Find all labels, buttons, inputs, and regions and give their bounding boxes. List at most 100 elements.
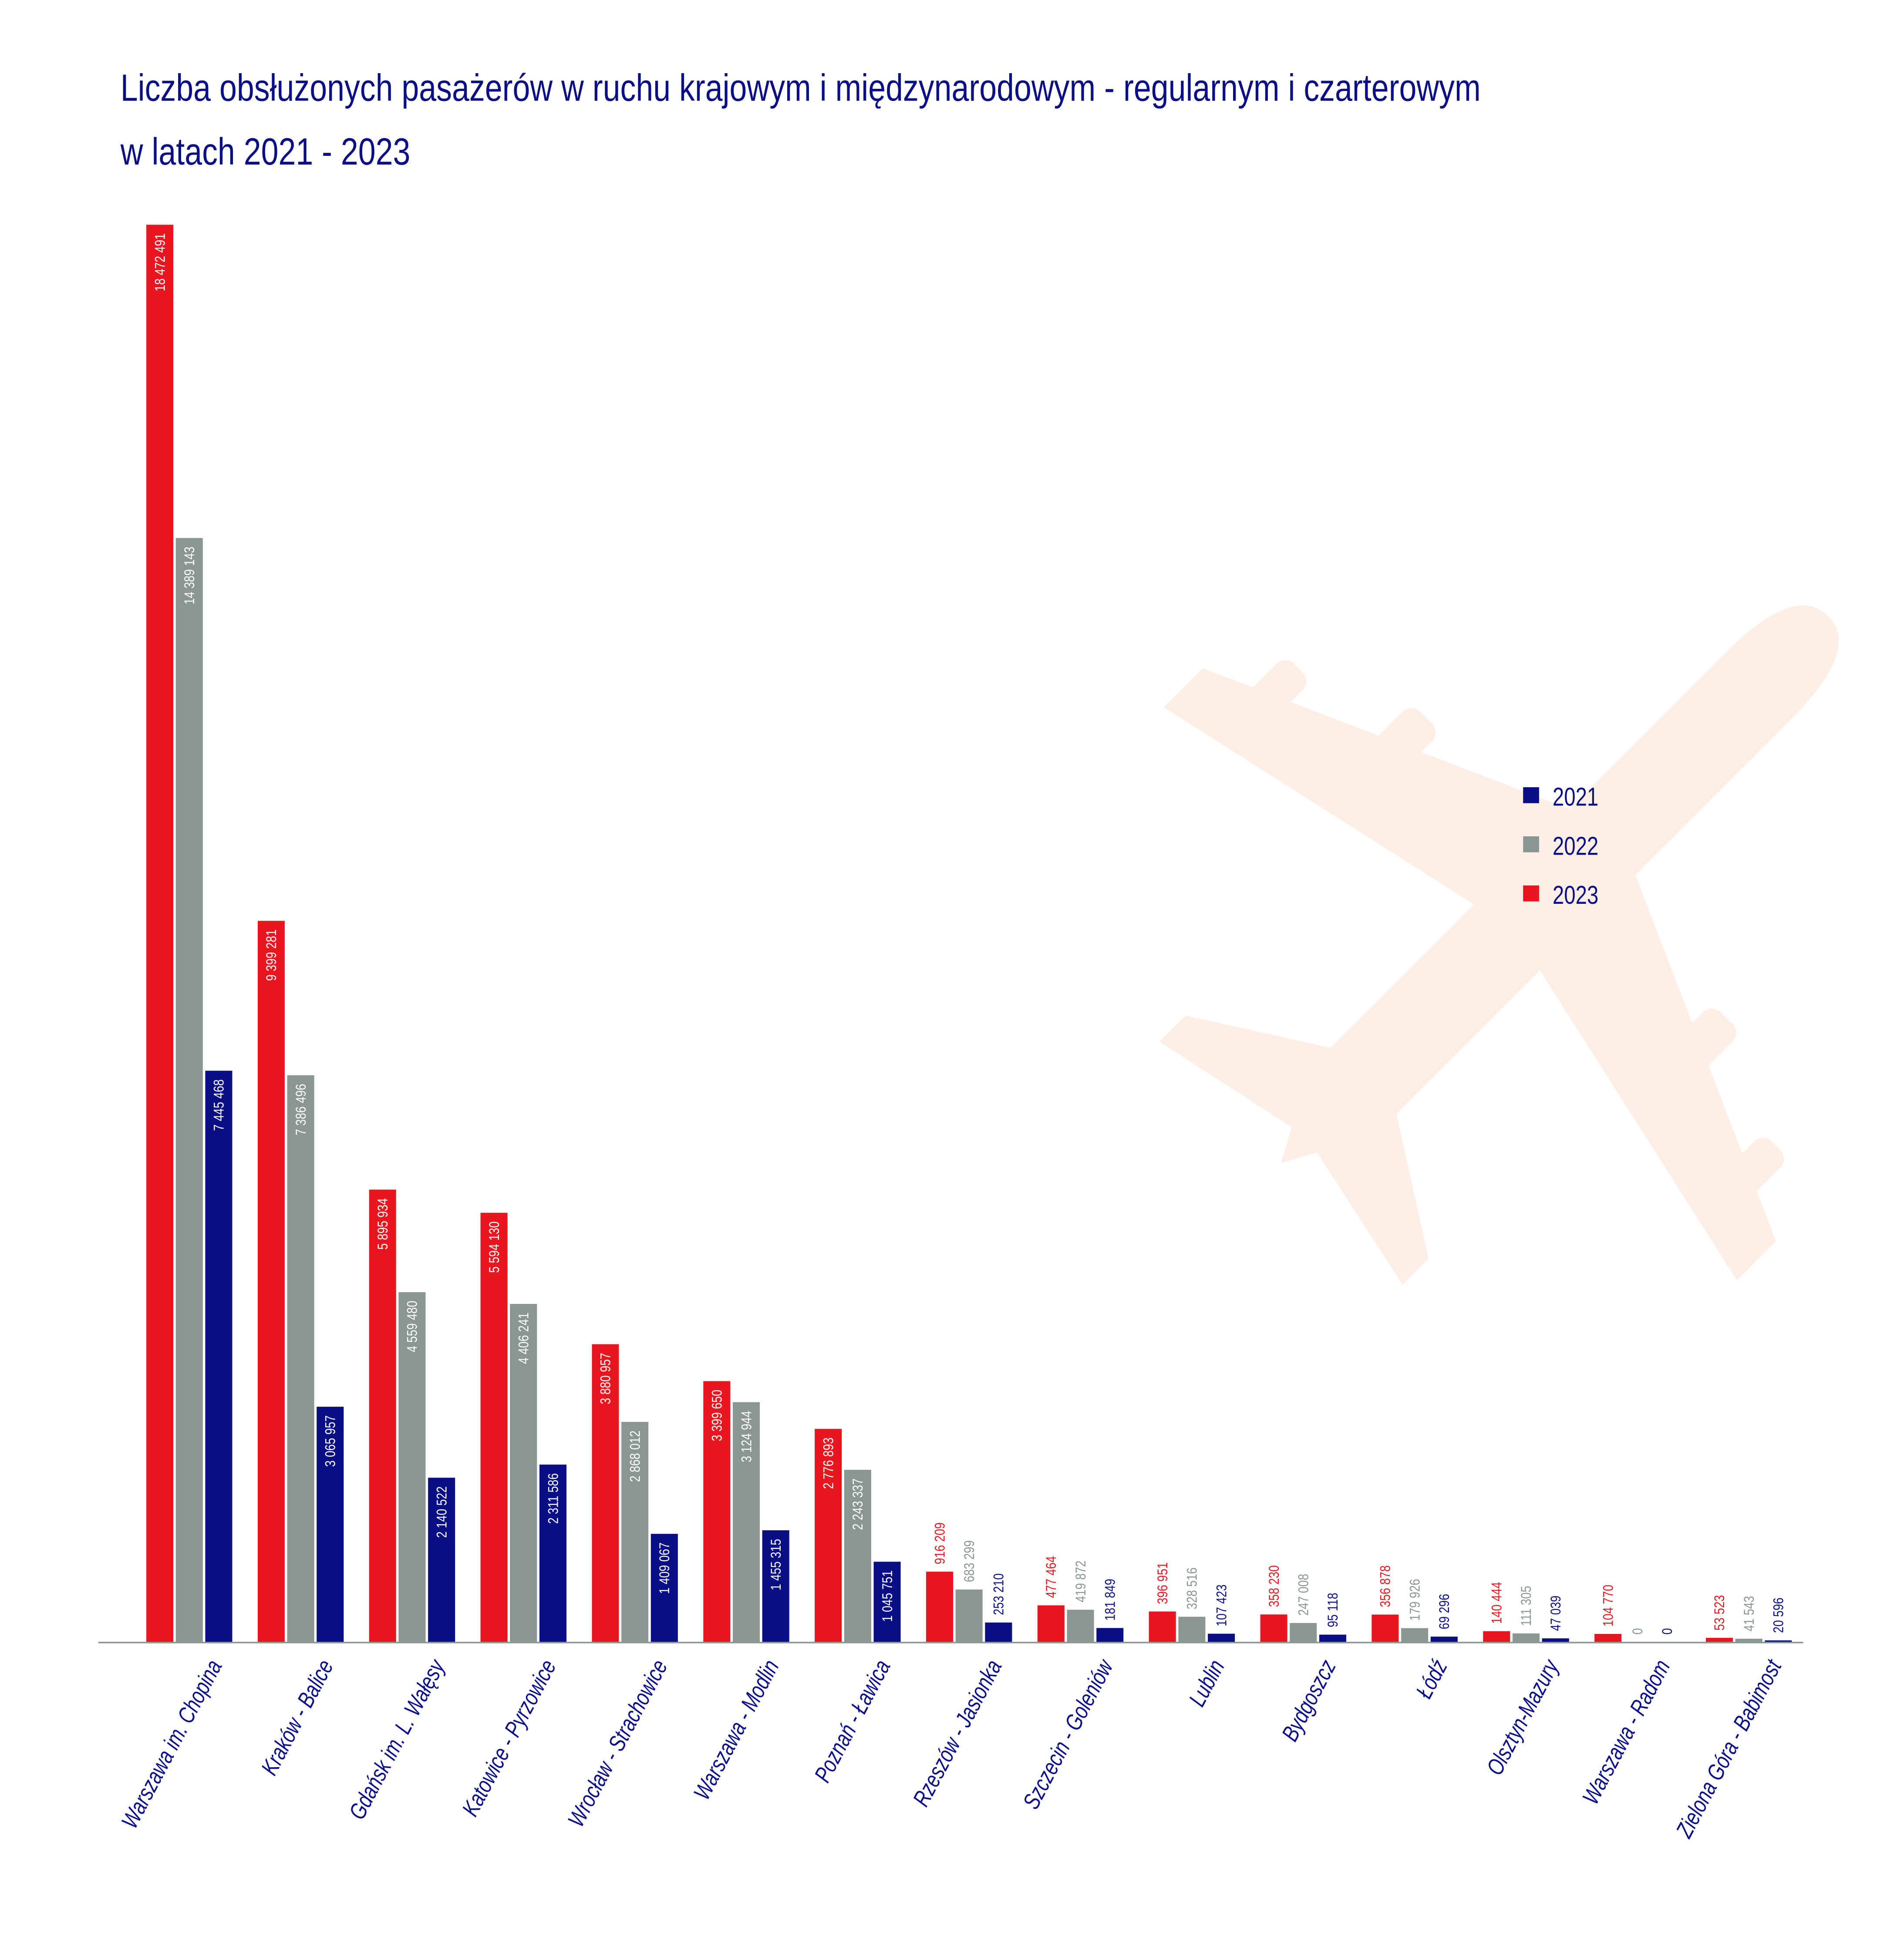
- x-tick-label: Łódź: [1411, 1656, 1452, 1703]
- bar-2021: [1208, 1633, 1235, 1642]
- bar-group: 358 230 247 008 95 118: [1260, 1565, 1346, 1642]
- x-tick-label: Lublin: [1184, 1656, 1230, 1711]
- bar-2023: [1149, 1611, 1176, 1642]
- bar-2023: [257, 921, 285, 1642]
- data-label-2021: 1 455 315: [768, 1539, 784, 1590]
- legend: 2021 2022 2023: [1523, 782, 1598, 909]
- bar-2022: [1735, 1639, 1762, 1642]
- legend-swatch-2022: [1523, 836, 1539, 852]
- bar-group: 396 951 328 516 107 423: [1149, 1562, 1235, 1642]
- data-label-2022: 328 516: [1184, 1568, 1200, 1610]
- data-label-2023: 53 523: [1712, 1595, 1728, 1630]
- bar-2023: [146, 225, 174, 1642]
- data-label-2022: 41 543: [1742, 1596, 1757, 1631]
- bar-group: 140 444 111 305 47 039: [1483, 1582, 1569, 1642]
- bar-2023: [1372, 1614, 1399, 1642]
- x-tick-label: Olsztyn-Mazury: [1482, 1654, 1565, 1779]
- bar-2022: [621, 1422, 649, 1642]
- data-label-2023: 3 399 650: [709, 1390, 725, 1441]
- legend-label-2022: 2022: [1553, 832, 1598, 860]
- data-label-2022: 14 389 143: [182, 547, 198, 605]
- data-label-2023: 396 951: [1155, 1562, 1171, 1604]
- data-label-2023: 140 444: [1489, 1582, 1505, 1624]
- data-label-2021: 3 065 957: [323, 1415, 338, 1467]
- bar-2023: [1037, 1605, 1065, 1642]
- bar-group: 9 399 281 7 386 496 3 065 957: [257, 921, 344, 1642]
- bar-group: 2 776 893 2 243 337 1 045 751: [815, 1429, 901, 1642]
- data-label-2021: 181 849: [1102, 1579, 1118, 1620]
- data-label-2021: 47 039: [1548, 1596, 1564, 1631]
- data-label-2021: 95 118: [1325, 1593, 1341, 1627]
- data-label-2023: 104 770: [1601, 1585, 1616, 1627]
- data-label-2022: 4 559 480: [404, 1301, 420, 1352]
- x-tick-label: Zielona Góra - Babimost: [1671, 1655, 1787, 1842]
- bar-2022: [510, 1303, 537, 1642]
- data-label-2021: 1 409 067: [657, 1542, 673, 1594]
- bar-2023: [1260, 1614, 1287, 1642]
- data-label-2023: 2 776 893: [821, 1438, 836, 1489]
- bar-2022: [398, 1292, 426, 1642]
- data-label-2022: 2 868 012: [627, 1431, 643, 1482]
- bar-2021: [317, 1407, 344, 1642]
- data-label-2021: 20 596: [1771, 1598, 1786, 1633]
- data-label-2023: 477 464: [1044, 1556, 1059, 1598]
- x-tick-label: Warszawa - Radom: [1577, 1656, 1675, 1809]
- x-tick-label: Wrocław - Strachowice: [563, 1656, 673, 1831]
- chart-title-line1: Liczba obsłużonych pasażerów w ruchu kra…: [121, 67, 1481, 109]
- data-label-2022: 419 872: [1073, 1560, 1088, 1602]
- data-label-2021: 107 423: [1214, 1584, 1230, 1626]
- data-label-2022: 683 299: [962, 1540, 977, 1582]
- data-label-2022: 2 243 337: [850, 1478, 866, 1530]
- bar-2023: [592, 1344, 619, 1642]
- data-label-2023: 358 230: [1266, 1565, 1282, 1607]
- data-label-2022: 247 008: [1296, 1574, 1311, 1616]
- bar-2022: [955, 1590, 983, 1642]
- bar-2021: [650, 1534, 678, 1642]
- data-label-2021: 2 311 586: [546, 1473, 561, 1524]
- bar-2023: [926, 1572, 954, 1642]
- data-label-2023: 5 895 934: [375, 1198, 391, 1249]
- bars-group: 18 472 491 14 389 143 7 445 468 9 399 281 7 …: [146, 225, 1792, 1642]
- bar-group: 916 209 683 299 253 210: [926, 1522, 1012, 1642]
- bar-2021: [1765, 1640, 1792, 1642]
- bar-2022: [175, 538, 203, 1642]
- bar-group: 5 594 130 4 406 241 2 311 586: [480, 1212, 567, 1642]
- bar-2023: [1705, 1638, 1733, 1642]
- bar-2021: [539, 1465, 567, 1642]
- bar-group: 104 770 0 0: [1594, 1585, 1675, 1642]
- bar-2021: [873, 1562, 901, 1642]
- data-label-2021: 1 045 751: [880, 1570, 895, 1622]
- data-label-2022: 3 124 944: [739, 1411, 755, 1462]
- bar-2022: [844, 1470, 871, 1642]
- x-tick-label: Bydgoszcz: [1277, 1656, 1341, 1746]
- bar-2023: [815, 1429, 842, 1642]
- bar-2021: [205, 1071, 233, 1642]
- x-tick-label: Warszawa - Modlin: [688, 1656, 784, 1804]
- legend-item-2023: 2023: [1523, 881, 1598, 909]
- bar-group: 356 878 179 926 69 296: [1372, 1566, 1458, 1642]
- bar-2021: [1542, 1638, 1569, 1642]
- data-label-2022: 4 406 241: [516, 1313, 532, 1364]
- bar-2021: [1430, 1637, 1458, 1642]
- x-tick-label: Katowice - Pyrzowice: [457, 1656, 562, 1821]
- data-label-2023: 9 399 281: [264, 929, 280, 981]
- legend-swatch-2021: [1523, 787, 1539, 803]
- bar-2022: [1290, 1623, 1317, 1642]
- data-label-2021: 7 445 468: [211, 1079, 227, 1131]
- bar-2022: [287, 1075, 314, 1642]
- data-label-2021: 0: [1659, 1628, 1675, 1635]
- legend-swatch-2023: [1523, 885, 1539, 902]
- data-label-2022: 7 386 496: [293, 1084, 309, 1135]
- airplane-icon: [1159, 605, 1839, 1285]
- bar-2021: [1096, 1628, 1124, 1642]
- bar-2022: [1178, 1616, 1206, 1642]
- bar-2021: [985, 1622, 1012, 1642]
- data-label-2022: 111 305: [1519, 1586, 1534, 1626]
- data-label-2023: 916 209: [932, 1522, 948, 1564]
- data-label-2022: 179 926: [1407, 1579, 1423, 1621]
- bar-2021: [1319, 1634, 1346, 1642]
- x-axis-labels: Warszawa im. Chopina Kraków - Balice Gdańs…: [116, 1654, 1787, 1842]
- data-label-2022: 0: [1630, 1628, 1646, 1635]
- bar-2023: [1594, 1633, 1622, 1642]
